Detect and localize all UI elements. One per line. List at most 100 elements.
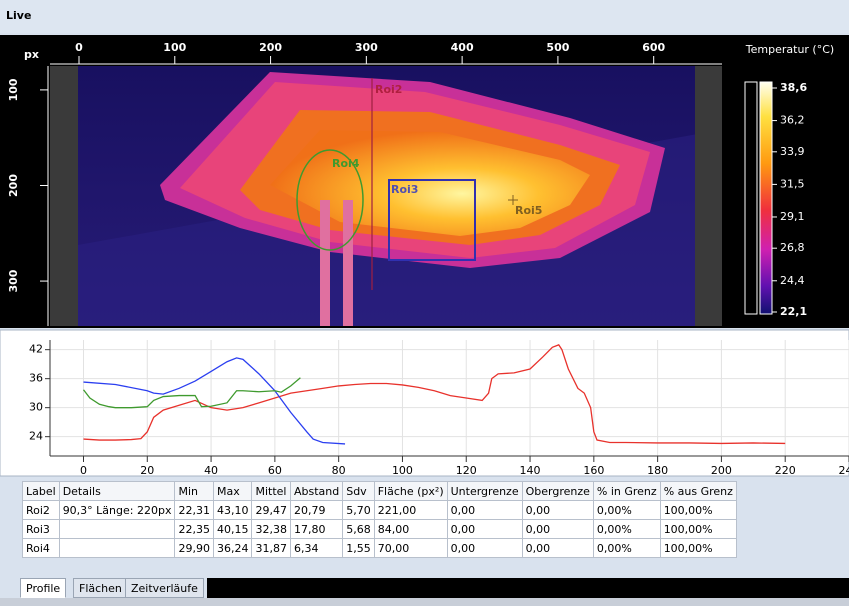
table-cell: 43,10 — [212, 500, 253, 520]
colorbar-title: Temperatur (°C) — [745, 43, 834, 56]
table-cell: 100,00% — [659, 519, 737, 539]
colorbar-frame — [744, 81, 758, 315]
table-cell: 40,15 — [212, 519, 253, 539]
table-header: Label Details Min Max Mittel Abstand Sdv Fläche… — [22, 481, 737, 501]
y-tick-label: 36 — [29, 372, 43, 385]
table-row: Roi3 22,35 40,15 32,38 17,80 5,68 84,00 0,00 0,0… — [22, 519, 737, 539]
x-tick-label: 100 — [392, 464, 413, 477]
colorbar-tick-label: 33,9 — [780, 145, 805, 158]
colorbar-tick-label: 26,8 — [780, 241, 805, 254]
column-header: % aus Grenz — [659, 481, 737, 501]
title-bar — [0, 0, 849, 33]
roi-ellipse — [296, 149, 364, 251]
table-cell: 6,34 — [289, 538, 344, 558]
column-header: Sdv — [342, 481, 375, 501]
thermal-image: Roi2 Roi4 Roi3 Roi5 — [50, 66, 722, 326]
table-cell: 90,3° Länge: 220px — [58, 500, 176, 520]
table-cell: 22,31 — [174, 500, 214, 520]
profile-line — [82, 377, 301, 409]
image-y-tick-label: 200 — [7, 174, 20, 197]
image-y-tick-label: 300 — [7, 269, 20, 292]
image-x-tick-label: 600 — [642, 41, 665, 54]
profile-panel — [0, 329, 849, 477]
column-header: Untergrenze — [446, 481, 523, 501]
column-header: % in Grenz — [592, 481, 661, 501]
table-cell: 36,24 — [212, 538, 253, 558]
table-cell: 22,35 — [174, 519, 214, 539]
roi-table: Label Details Min Max Mittel Abstand Sdv Fläche… — [22, 481, 737, 558]
y-tick-label: 24 — [29, 430, 43, 443]
image-x-tick-label: 200 — [259, 41, 282, 54]
window-title: Live — [6, 9, 31, 22]
colorbar-tick-label: 22,1 — [780, 305, 807, 318]
table-cell: Roi4 — [22, 538, 60, 558]
colorbar-tick-label: 24,4 — [780, 274, 805, 287]
table-cell: 100,00% — [659, 500, 737, 520]
post — [343, 200, 353, 326]
table-row: Roi2 90,3° Länge: 220px 22,31 43,10 29,47 20,… — [22, 500, 737, 520]
y-tick-label: 30 — [29, 401, 43, 414]
column-header: Details — [58, 481, 176, 501]
roi-label: Roi4 — [332, 157, 360, 170]
table-cell: 70,00 — [373, 538, 448, 558]
image-x-tick-label: 400 — [451, 41, 474, 54]
x-tick-label: 120 — [456, 464, 477, 477]
table-cell: 0,00 — [446, 500, 523, 520]
table-cell: 17,80 — [289, 519, 344, 539]
image-x-tick-label: 500 — [546, 41, 569, 54]
roi-label: Roi2 — [375, 83, 402, 96]
colorbar-tick-label: 36,2 — [780, 114, 805, 127]
x-tick-label: 180 — [647, 464, 668, 477]
table-cell: Roi2 — [22, 500, 60, 520]
table-cell: 221,00 — [373, 500, 448, 520]
image-x-tick-label: 300 — [355, 41, 378, 54]
table-cell: 31,87 — [251, 538, 291, 558]
table-cell: 0,00% — [592, 500, 661, 520]
x-tick-label: 200 — [711, 464, 732, 477]
table-cell: 29,47 — [251, 500, 291, 520]
profile-line — [83, 357, 346, 445]
table-cell — [58, 519, 176, 539]
column-header: Obergrenze — [521, 481, 594, 501]
colorbar-tick-label: 29,1 — [780, 210, 805, 223]
roi-label: Roi5 — [515, 204, 542, 217]
table-cell: 0,00 — [521, 538, 594, 558]
table-cell: 0,00 — [446, 538, 523, 558]
roi-rect — [388, 179, 476, 261]
table-cell: 84,00 — [373, 519, 448, 539]
right-band — [695, 66, 722, 326]
table-cell: 0,00 — [446, 519, 523, 539]
x-tick-label: 0 — [80, 464, 87, 477]
x-tick-label: 220 — [775, 464, 796, 477]
colorbar — [759, 81, 773, 315]
tab[interactable]: Profile — [20, 578, 67, 598]
table-cell: 1,55 — [342, 538, 375, 558]
left-band — [50, 66, 78, 326]
profile-line — [83, 344, 786, 445]
table-cell: Roi3 — [22, 519, 60, 539]
table-cell — [58, 538, 176, 558]
table-cell: 29,90 — [174, 538, 214, 558]
tab-strip — [207, 578, 849, 598]
table-cell: 0,00 — [521, 519, 594, 539]
table-cell: 5,70 — [342, 500, 375, 520]
image-x-tick-label: 0 — [75, 41, 83, 54]
x-tick-label: 60 — [268, 464, 282, 477]
table-cell: 0,00% — [592, 538, 661, 558]
colorbar-tick-label: 31,5 — [780, 177, 805, 190]
tab[interactable]: Zeitverläufe — [125, 578, 204, 598]
x-tick-label: 40 — [204, 464, 218, 477]
table-cell: 20,79 — [289, 500, 344, 520]
x-tick-label: 240 — [839, 464, 849, 477]
x-tick-label: 140 — [520, 464, 541, 477]
post — [320, 200, 330, 326]
column-header: Label — [22, 481, 60, 501]
table-cell: 32,38 — [251, 519, 291, 539]
x-tick-label: 160 — [583, 464, 604, 477]
x-tick-label: 20 — [140, 464, 154, 477]
column-header: Mittel — [251, 481, 291, 501]
column-header: Min — [174, 481, 214, 501]
image-y-tick-label: 100 — [7, 78, 20, 101]
table-row: Roi4 29,90 36,24 31,87 6,34 1,55 70,00 0,00 0,00… — [22, 538, 737, 558]
tab[interactable]: Flächen — [73, 578, 128, 598]
